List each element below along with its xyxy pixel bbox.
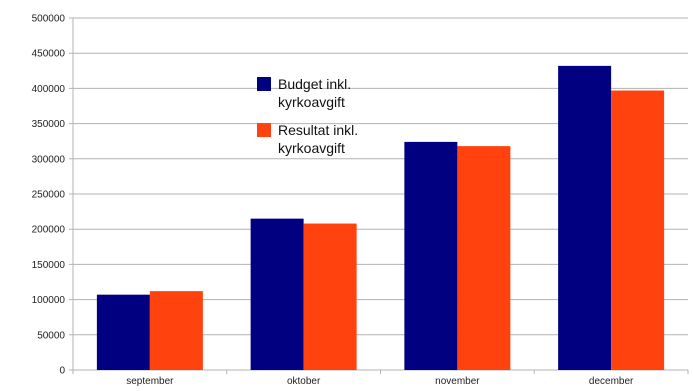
bar-budget-september — [96, 294, 150, 370]
x-tick-label: november — [435, 376, 480, 387]
y-tick-label: 0 — [59, 366, 65, 377]
bar-budget-november — [404, 141, 458, 370]
bar-resultat-oktober — [303, 223, 357, 370]
x-tick-label: september — [126, 376, 174, 387]
legend-swatch — [257, 77, 271, 91]
legend-swatch — [257, 123, 271, 137]
x-tick-label: oktober — [287, 376, 321, 387]
y-tick-label: 250000 — [32, 190, 66, 201]
bar-budget-december — [558, 65, 612, 370]
bars — [96, 65, 665, 371]
y-tick-label: 400000 — [32, 84, 66, 95]
y-tick-label: 450000 — [32, 49, 66, 60]
bar-budget-oktober — [250, 218, 304, 370]
x-tick-label: december — [589, 376, 634, 387]
legend: Budget inkl. kyrkoavgift Resultat inkl. kyr… — [257, 76, 358, 156]
y-tick-label: 200000 — [32, 225, 66, 236]
y-tick-label: 300000 — [32, 154, 66, 165]
legend-label: Budget inkl. kyrkoavgift — [278, 76, 351, 110]
y-tick-label: 50000 — [37, 330, 65, 341]
bar-resultat-september — [149, 291, 203, 370]
bar-resultat-november — [457, 146, 511, 370]
y-tick-labels: 0 50000 100000 150000 200000 250000 300000 3500… — [32, 14, 66, 377]
y-tick-label: 100000 — [32, 295, 66, 306]
legend-label: Resultat inkl. kyrkoavgift — [278, 122, 358, 156]
y-tick-label: 500000 — [32, 14, 66, 25]
bar-resultat-december — [611, 90, 665, 371]
x-tick-labels: september oktober november december — [126, 376, 634, 387]
y-tick-label: 150000 — [32, 260, 66, 271]
y-tick-label: 350000 — [32, 119, 66, 130]
